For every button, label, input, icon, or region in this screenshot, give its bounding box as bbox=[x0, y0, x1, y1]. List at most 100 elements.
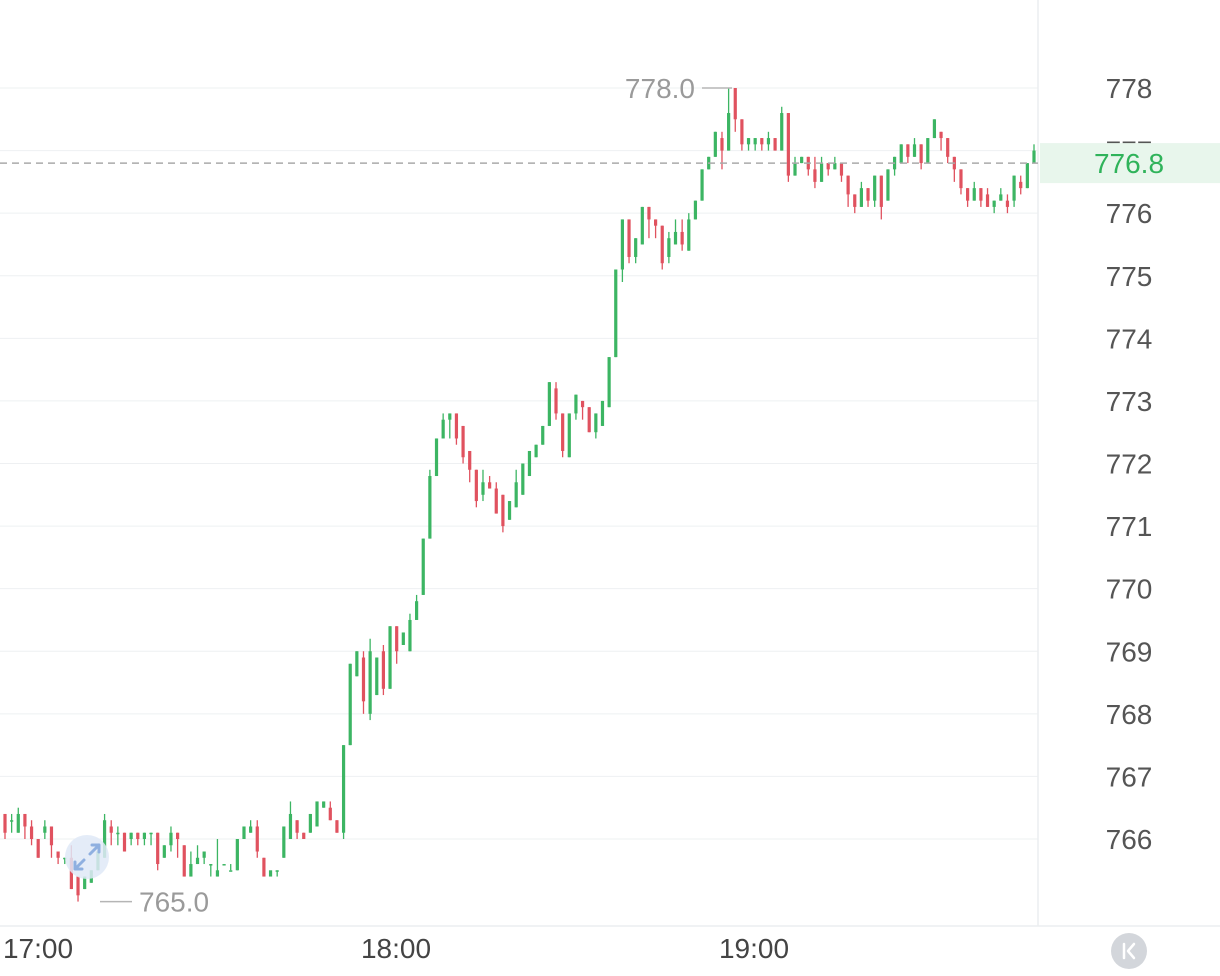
candle bbox=[580, 400, 585, 420]
candle bbox=[939, 131, 943, 151]
y-tick-label: 766 bbox=[1106, 824, 1153, 855]
candle bbox=[401, 632, 405, 645]
candle bbox=[946, 138, 950, 164]
candle bbox=[541, 425, 545, 445]
y-tick-label: 769 bbox=[1106, 636, 1153, 667]
candle bbox=[700, 169, 704, 201]
candle bbox=[76, 876, 80, 902]
candle bbox=[381, 644, 386, 696]
candle bbox=[501, 494, 505, 533]
candle bbox=[992, 200, 996, 214]
candle bbox=[786, 113, 790, 182]
candle bbox=[780, 106, 784, 151]
low-marker-label: 765.0 bbox=[139, 887, 209, 918]
candle bbox=[766, 131, 771, 151]
candle bbox=[693, 200, 698, 220]
candle bbox=[63, 857, 67, 865]
candle bbox=[634, 238, 638, 264]
candle bbox=[481, 469, 485, 502]
candle bbox=[1012, 175, 1016, 207]
candle bbox=[395, 626, 399, 664]
candle bbox=[415, 594, 419, 620]
candle bbox=[640, 206, 644, 245]
candle bbox=[428, 469, 432, 539]
candle bbox=[966, 188, 970, 207]
candle bbox=[760, 138, 764, 151]
candle bbox=[594, 413, 598, 439]
y-tick-label: 774 bbox=[1106, 323, 1153, 354]
candle bbox=[268, 870, 273, 877]
candle bbox=[242, 826, 246, 839]
candle bbox=[448, 413, 452, 439]
candle bbox=[547, 382, 551, 426]
low-marker: 765.0 bbox=[100, 887, 209, 918]
candle bbox=[43, 820, 47, 839]
candle bbox=[773, 138, 777, 151]
candle bbox=[441, 413, 445, 439]
candle bbox=[142, 832, 147, 846]
candle bbox=[727, 88, 731, 151]
candle bbox=[667, 231, 671, 264]
last-price-tag bbox=[1040, 143, 1220, 184]
candle bbox=[673, 219, 678, 245]
candle bbox=[434, 438, 439, 477]
candle bbox=[262, 857, 266, 877]
candle bbox=[129, 832, 133, 846]
candle bbox=[388, 626, 392, 689]
candle bbox=[813, 156, 817, 189]
candle bbox=[255, 820, 259, 858]
candle bbox=[660, 225, 664, 270]
candle bbox=[534, 444, 538, 458]
candle bbox=[600, 400, 605, 426]
candle bbox=[215, 839, 220, 877]
candle bbox=[753, 138, 757, 151]
candle bbox=[189, 851, 193, 877]
candle bbox=[361, 651, 366, 714]
candle bbox=[819, 156, 824, 182]
candle bbox=[229, 864, 233, 872]
candle bbox=[926, 138, 930, 164]
candle bbox=[182, 845, 186, 877]
high-marker: 778.0 bbox=[625, 73, 732, 104]
candle bbox=[36, 839, 40, 858]
x-tick-label: 19:00 bbox=[719, 933, 789, 964]
candle bbox=[527, 450, 532, 477]
candle bbox=[1025, 163, 1029, 189]
candle bbox=[899, 144, 903, 164]
collapse-left-icon[interactable] bbox=[1111, 933, 1147, 969]
candle bbox=[3, 813, 7, 839]
candle bbox=[136, 832, 140, 846]
candle bbox=[1019, 175, 1023, 195]
candle bbox=[567, 413, 571, 458]
candle bbox=[713, 131, 717, 157]
candle bbox=[647, 206, 651, 239]
candle bbox=[169, 826, 173, 852]
candle bbox=[335, 820, 339, 833]
candle bbox=[23, 813, 27, 839]
candle bbox=[109, 820, 113, 846]
last-price-label: 776.8 bbox=[1094, 148, 1164, 179]
candle bbox=[561, 413, 565, 458]
y-tick-label: 773 bbox=[1106, 386, 1153, 417]
expand-arrows-icon[interactable] bbox=[65, 835, 109, 879]
candle bbox=[195, 845, 200, 865]
candle bbox=[620, 219, 624, 283]
candle bbox=[116, 826, 120, 846]
candle bbox=[421, 538, 425, 595]
candle bbox=[507, 501, 512, 520]
candle bbox=[461, 425, 465, 464]
price-axis: 778777776775774773772771770769768767766 bbox=[1106, 73, 1153, 855]
candle bbox=[912, 138, 917, 157]
candle bbox=[222, 864, 226, 866]
y-tick-label: 768 bbox=[1106, 699, 1153, 730]
candle bbox=[826, 163, 830, 176]
candle bbox=[375, 657, 379, 696]
candle bbox=[368, 638, 372, 721]
candle bbox=[315, 801, 319, 827]
y-tick-label: 775 bbox=[1106, 261, 1153, 292]
candle bbox=[919, 144, 923, 170]
high-marker-label: 778.0 bbox=[625, 73, 695, 104]
candle bbox=[249, 820, 253, 833]
